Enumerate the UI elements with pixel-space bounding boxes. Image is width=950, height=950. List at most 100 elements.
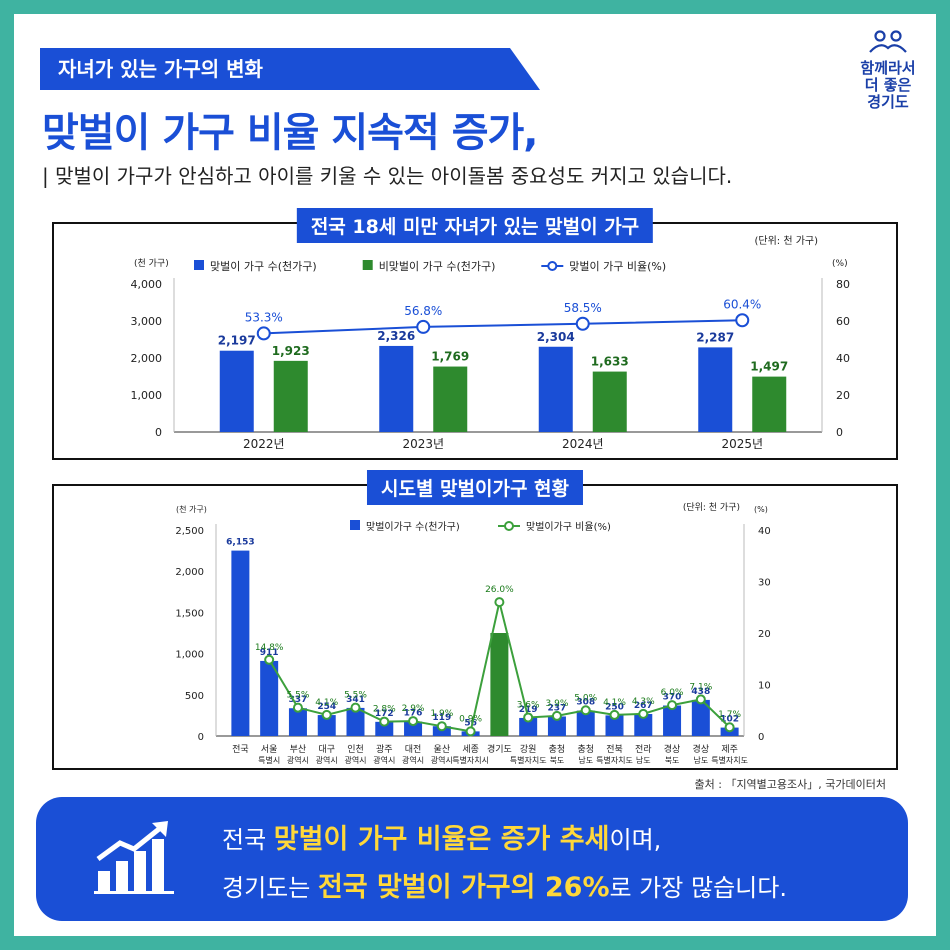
line-point (735, 313, 750, 328)
logo-line3: 경기도 (867, 93, 909, 111)
line-point (292, 702, 303, 713)
x-tick-label: 부산 (290, 744, 307, 755)
bar (576, 710, 595, 736)
x-tick-label: 2023년 (402, 437, 444, 451)
y-tick-label: 0 (198, 732, 204, 743)
x-tick-label: 대구 (318, 744, 335, 755)
x-tick-label: 인천 (347, 744, 364, 755)
bar (490, 633, 509, 736)
x-tick-label: 특별자치시 (452, 755, 489, 765)
bar-data-label: 2,197 (218, 334, 256, 348)
x-tick-label: 경기도 (487, 743, 512, 755)
page-title: 맞벌이 가구 비율 지속적 증가, (42, 110, 538, 156)
x-tick-label: 전북 (606, 744, 623, 755)
line-data-label: 2.9% (402, 704, 425, 714)
legend-label: 비맞벌이 가구 수(천가구) (379, 259, 496, 273)
bar (538, 346, 573, 432)
bar (634, 713, 653, 736)
line-point (264, 654, 275, 665)
bar-data-label: 2,326 (377, 329, 415, 343)
bar (260, 660, 279, 736)
x-tick-label: 충청 (577, 744, 594, 755)
section-tag: 자녀가 있는 가구의 변화 (40, 48, 540, 90)
x-tick-label: 울산 (434, 744, 451, 755)
bar-data-label: 1,597 (485, 620, 513, 630)
y2-tick-label: 0 (758, 732, 764, 743)
summary-text: 로 가장 많습니다. (609, 874, 787, 902)
bar (379, 345, 414, 432)
bar-data-label: 1,497 (750, 360, 788, 374)
x-tick-label: 특별자치도 (711, 755, 748, 765)
bar-data-label: 911 (260, 648, 279, 658)
summary-text: 경기도는 (222, 874, 318, 902)
bar-data-label: 438 (691, 687, 710, 697)
bar-data-label: 56 (464, 718, 477, 728)
bar (231, 550, 250, 736)
bar (273, 360, 308, 432)
legend-swatch-marker (547, 261, 558, 271)
bar (433, 366, 468, 432)
line-point (638, 708, 649, 719)
legend-swatch (350, 520, 360, 530)
y-tick-label: 3,000 (131, 315, 163, 328)
x-tick-label: 대전 (405, 744, 422, 755)
y2-tick-label: 80 (836, 278, 850, 291)
x-tick-label: 광역시 (344, 755, 366, 765)
chart2-title: 시도별 맞벌이가구 현황 (366, 470, 584, 505)
line-data-label: 53.3% (245, 310, 283, 324)
line-data-label: 1.9% (430, 709, 453, 719)
y-tick-label: 2,000 (131, 352, 163, 365)
y2-axis-unit: (%) (754, 505, 768, 514)
bar (288, 708, 307, 736)
line-data-label: 60.4% (723, 297, 761, 311)
unit-note: (단위: 천 가구) (683, 502, 740, 513)
y2-tick-label: 40 (758, 526, 771, 537)
logo-line2: 더 좋은 (864, 76, 912, 94)
x-tick-label: 2022년 (243, 437, 285, 451)
summary-text: 이며, (609, 826, 662, 854)
bar-data-label: 1,633 (591, 355, 629, 369)
regional-chart: (천 가구) (%) (단위: 천 가구) 0 500 1,000 1,500 2,000 2,… (175, 502, 771, 765)
bar (663, 705, 682, 736)
x-tick-label: 전라 (635, 744, 652, 755)
line-point (350, 702, 361, 713)
x-tick-label: 광역시 (373, 755, 395, 765)
legend-swatch (362, 260, 373, 270)
legend-swatch-marker (504, 521, 514, 531)
unit-note: (단위: 천 가구) (754, 234, 818, 247)
bar-data-label: 337 (289, 695, 308, 705)
bar (698, 347, 733, 432)
y2-tick-label: 40 (836, 352, 850, 365)
bar (752, 376, 787, 432)
line-point (256, 326, 271, 341)
bar-data-label: 176 (404, 708, 423, 718)
bar (592, 371, 627, 432)
x-tick-label: 북도 (550, 756, 565, 765)
line-point (465, 726, 476, 737)
bar-data-label: 2,304 (537, 330, 575, 344)
bar-data-label: 119 (432, 713, 451, 723)
summary-line1: 전국 맞벌이 가구 비율은 증가 추세이며, (222, 817, 661, 856)
line-data-label: 5.0% (574, 693, 597, 703)
x-tick-label: 광주 (376, 743, 393, 755)
bar-data-label: 1,769 (431, 350, 469, 364)
x-tick-label: 경상 (664, 743, 681, 755)
gyeonggi-logo: 함께라서 더 좋은 경기도 (852, 30, 924, 111)
y-tick-label: 2,500 (175, 526, 204, 537)
line-data-label: 2.8% (373, 705, 396, 715)
line-point (494, 597, 505, 608)
bar (605, 715, 624, 736)
line-point (408, 716, 419, 727)
bar (691, 699, 710, 736)
bar (547, 716, 566, 736)
line-data-label: 4.3% (632, 697, 655, 707)
bar-data-label: 370 (663, 693, 682, 703)
line-data-label: 14.8% (255, 643, 284, 653)
y2-tick-label: 30 (758, 578, 771, 589)
y2-tick-label: 60 (836, 315, 850, 328)
y-tick-label: 500 (185, 691, 204, 702)
line-data-label: 1.7% (718, 710, 741, 720)
x-tick-label: 제주 (721, 744, 738, 755)
legend-label: 맞벌이 가구 비율(%) (569, 260, 666, 273)
line-data-label: 7.1% (689, 682, 712, 692)
